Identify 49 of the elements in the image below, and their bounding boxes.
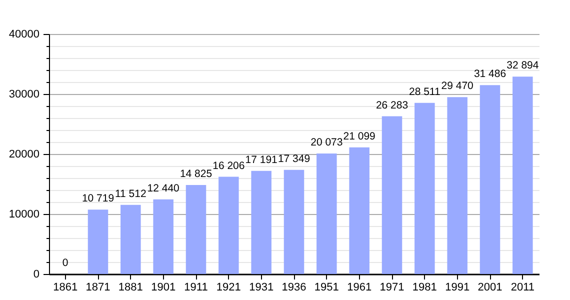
data-label: 11 512 [114, 188, 146, 200]
y-tick-label: 20000 [8, 148, 40, 160]
bar [153, 199, 174, 274]
bar [382, 116, 402, 274]
bar [414, 102, 435, 274]
x-tick-label: 1971 [380, 282, 404, 294]
bar [480, 85, 500, 274]
x-tick-label: 2001 [478, 282, 502, 294]
data-label: 10 719 [82, 192, 114, 205]
data-label: 17 191 [245, 154, 278, 166]
x-tick-label: 1961 [347, 282, 372, 294]
data-label: 26 283 [376, 99, 408, 112]
x-tick-label: 1951 [314, 282, 339, 294]
bar [251, 170, 272, 274]
bar [512, 76, 533, 274]
data-label: 12 440 [147, 182, 180, 194]
x-tick-label: 1881 [118, 282, 143, 294]
bar [284, 170, 304, 274]
x-tick-label: 2011 [510, 282, 534, 294]
x-tick-label: 1871 [86, 282, 110, 294]
x-tick-label: 1861 [53, 282, 78, 294]
bar [120, 204, 141, 274]
x-tick-label: 1981 [412, 282, 437, 294]
data-label: 0 [62, 257, 68, 269]
data-label: 29 470 [441, 80, 474, 92]
x-tick-label: 1921 [216, 282, 241, 294]
y-tick-label: 40000 [8, 28, 40, 40]
x-tick-label: 1931 [249, 282, 274, 294]
bar [186, 185, 206, 274]
bar [88, 210, 108, 274]
bar [349, 147, 370, 274]
bar [316, 154, 337, 274]
data-label: 31 486 [474, 68, 506, 80]
x-tick-label: 1901 [151, 282, 176, 294]
x-tick-label: 1911 [184, 282, 208, 294]
y-tick-label: 0 [33, 268, 40, 280]
bar [447, 97, 468, 274]
data-label: 14 825 [180, 168, 212, 180]
bar [218, 176, 239, 274]
x-tick-label: 1991 [445, 282, 470, 294]
data-label: 17 349 [278, 152, 310, 165]
data-label: 20 073 [310, 136, 343, 149]
y-tick-label: 10000 [8, 208, 40, 220]
x-tick-label: 1936 [282, 282, 306, 294]
data-label: 16 206 [212, 160, 245, 172]
data-label: 32 894 [506, 60, 539, 72]
data-label: 21 099 [343, 130, 376, 142]
data-label: 28 511 [408, 86, 440, 98]
y-tick-label: 30000 [8, 88, 40, 100]
